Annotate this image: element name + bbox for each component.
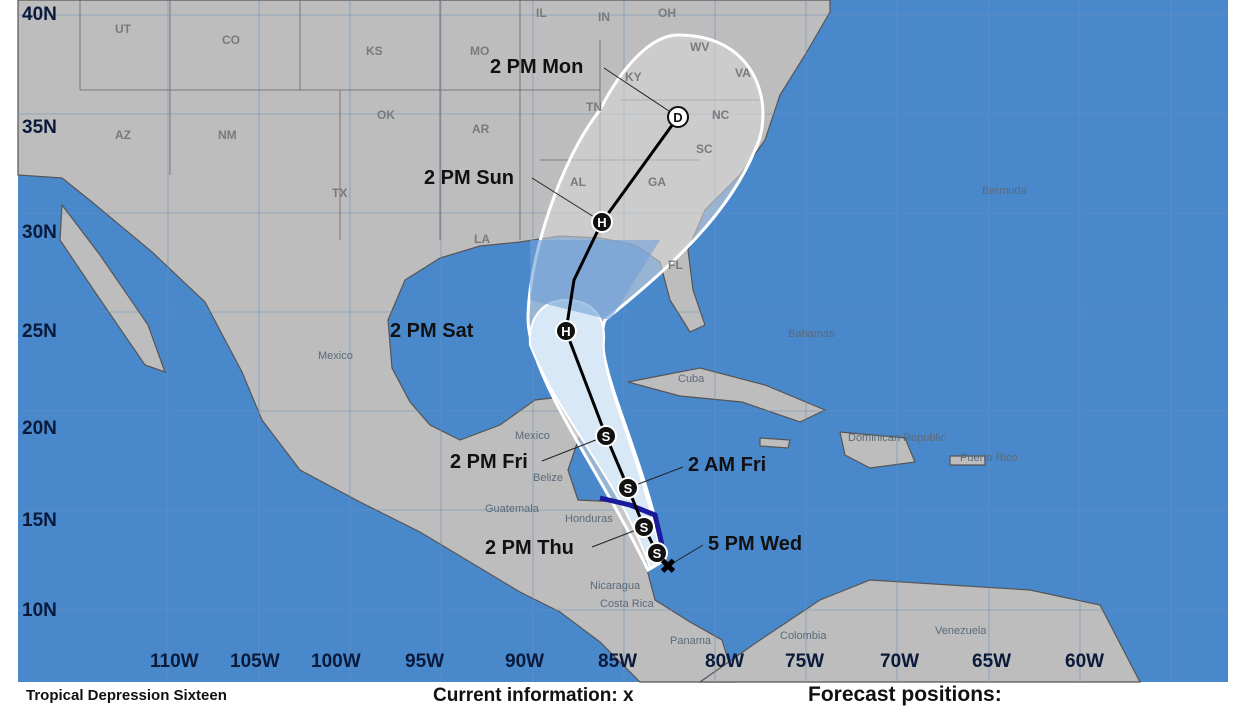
- storm-status: Tropical Depression Sixteen: [26, 687, 227, 704]
- hispaniola: [839, 431, 916, 469]
- track-marker: [667, 106, 689, 128]
- track-marker: [633, 516, 655, 538]
- state-label: KS: [366, 44, 383, 58]
- place-label: Guatemala: [485, 503, 539, 515]
- lat-label: 40N: [22, 4, 57, 25]
- place-label: Cuba: [678, 373, 705, 385]
- jamaica: [759, 437, 791, 449]
- state-label: LA: [474, 232, 490, 246]
- state-label: OK: [377, 108, 395, 122]
- track-marker: [591, 211, 613, 233]
- forecast-time-label: 2 PM Mon: [490, 56, 584, 78]
- forecast-time-label: 2 PM Sun: [424, 167, 515, 189]
- track-marker-letter: S: [624, 481, 633, 496]
- lon-label: 110W: [150, 651, 199, 672]
- place-label: Bahamas: [788, 328, 835, 340]
- info-panel: Tropical Depression Sixteen Current info…: [18, 683, 1228, 706]
- lon-label: 95W: [405, 651, 445, 672]
- current-information: Current information: x: [433, 685, 634, 706]
- track-marker: [617, 477, 639, 499]
- state-label: NM: [218, 128, 237, 142]
- place-label: Puerto Rico: [960, 452, 1018, 464]
- state-label: NC: [712, 108, 730, 122]
- puerto-rico: [949, 455, 986, 466]
- lon-label: 85W: [598, 651, 638, 672]
- state-label: MO: [470, 44, 490, 58]
- state-label: WV: [690, 40, 710, 54]
- place-label: Bermuda: [982, 185, 1027, 197]
- lat-label: 20N: [22, 418, 57, 439]
- state-label: TX: [332, 186, 348, 200]
- place-label: Dominican Republic: [848, 432, 946, 444]
- state-label: KY: [625, 70, 642, 84]
- lat-label: 25N: [22, 321, 57, 342]
- place-label: Venezuela: [935, 625, 987, 637]
- state-label: GA: [648, 175, 666, 189]
- state-label: AR: [472, 122, 490, 136]
- lat-label: 15N: [22, 510, 57, 531]
- forecast-time-label: 2 PM Thu: [485, 537, 574, 559]
- lon-label: 65W: [972, 651, 1012, 672]
- place-label: Mexico: [318, 350, 353, 362]
- lon-label: 100W: [311, 651, 361, 672]
- state-label: SC: [696, 142, 713, 156]
- forecast-positions: Forecast positions:: [808, 683, 1002, 706]
- lon-label: 90W: [505, 651, 545, 672]
- baja-california: [59, 203, 166, 373]
- forecast-time-label: 2 AM Fri: [688, 454, 767, 476]
- lon-label: 70W: [880, 651, 920, 672]
- state-label: VA: [735, 66, 751, 80]
- place-label: Colombia: [780, 630, 827, 642]
- place-label: Costa Rica: [600, 598, 654, 610]
- lon-label: 75W: [785, 651, 825, 672]
- state-label: AL: [570, 175, 586, 189]
- state-label: TN: [586, 100, 602, 114]
- lat-label: 10N: [22, 600, 57, 621]
- forecast-time-label: 2 PM Fri: [450, 451, 528, 473]
- current-position-icon: ✖: [660, 556, 677, 578]
- lon-label: 105W: [230, 651, 280, 672]
- track-marker-letter: D: [673, 110, 682, 125]
- place-label: Nicaragua: [590, 580, 641, 592]
- track-marker-letter: S: [640, 520, 649, 535]
- lat-label: 35N: [22, 117, 57, 138]
- state-label: IN: [598, 10, 610, 24]
- track-marker-letter: S: [653, 546, 662, 561]
- track-marker-letter: S: [602, 429, 611, 444]
- state-label: FL: [668, 258, 683, 272]
- place-label: Mexico: [515, 430, 550, 442]
- state-label: AZ: [115, 128, 131, 142]
- cuba: [627, 367, 827, 423]
- lon-label: 80W: [705, 651, 745, 672]
- track-marker-letter: H: [597, 215, 606, 230]
- track-marker-letter: H: [561, 324, 570, 339]
- lon-label: 60W: [1065, 651, 1105, 672]
- place-label: Panama: [670, 635, 711, 647]
- forecast-time-label: 2 PM Sat: [390, 320, 474, 342]
- south-america: [698, 579, 1141, 683]
- place-label: Honduras: [565, 513, 613, 525]
- track-marker: [646, 542, 668, 564]
- tropical-storm-warning: [599, 495, 665, 546]
- state-label: CO: [222, 33, 240, 47]
- lat-label: 30N: [22, 222, 57, 243]
- track-marker: [595, 425, 617, 447]
- track-marker: [555, 320, 577, 342]
- forecast-time-label: 5 PM Wed: [708, 533, 803, 555]
- state-label: IL: [536, 6, 547, 20]
- place-label: Belize: [533, 472, 563, 484]
- state-label: OH: [658, 6, 676, 20]
- water-cone-section: [530, 240, 660, 320]
- state-label: UT: [115, 22, 131, 36]
